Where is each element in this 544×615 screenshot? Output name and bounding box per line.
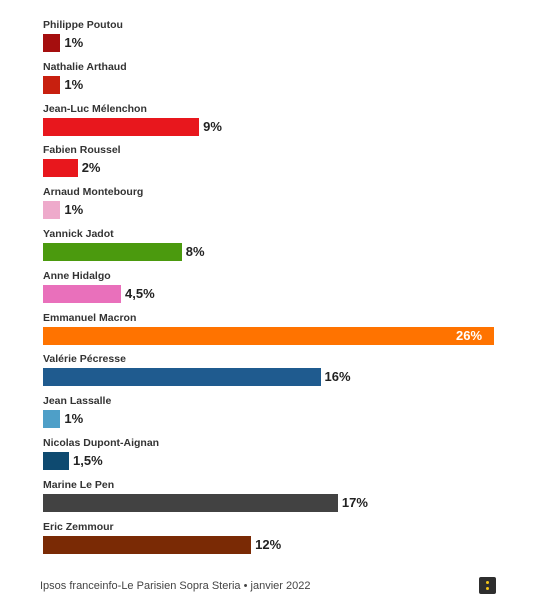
bar-row: Emmanuel Macron 26% — [43, 312, 513, 348]
bar — [43, 75, 61, 94]
category-label: Anne Hidalgo — [43, 269, 111, 282]
value-label: 8% — [185, 244, 205, 259]
bar — [43, 535, 252, 554]
bar-row: Fabien Roussel 2% — [43, 144, 513, 180]
bar — [43, 159, 78, 178]
bar-row: Philippe Poutou 1% — [43, 19, 513, 55]
vertical-dots-icon — [486, 581, 489, 584]
category-label: Eric Zemmour — [43, 520, 114, 533]
category-label: Jean-Luc Mélenchon — [43, 102, 147, 115]
category-label: Marine Le Pen — [43, 478, 115, 491]
category-label: Nathalie Arthaud — [43, 60, 127, 73]
bar-row: Jean Lassalle 1% — [43, 395, 513, 431]
value-label: 17% — [341, 494, 368, 510]
bar — [43, 493, 338, 512]
source-footer: Ipsos franceinfo-Le Parisien Sopra Steri… — [40, 580, 311, 592]
value-label: 1% — [64, 76, 84, 92]
category-label: Arnaud Montebourg — [43, 186, 144, 199]
bar-row: Anne Hidalgo 4,5% — [43, 270, 513, 306]
chart-menu-button[interactable] — [479, 577, 496, 594]
value-label: 1% — [64, 202, 84, 218]
category-label: Fabien Roussel — [43, 144, 121, 157]
bar — [43, 243, 182, 261]
bar — [43, 410, 61, 429]
category-label: Jean Lassalle — [43, 395, 112, 408]
category-label: Valérie Pécresse — [43, 353, 126, 366]
bar — [43, 452, 70, 470]
bar-row: Yannick Jadot 8% — [43, 228, 513, 264]
category-label: Philippe Poutou — [43, 19, 123, 31]
value-label: 12% — [255, 536, 282, 552]
value-label: 4,5% — [125, 285, 155, 301]
bar — [43, 326, 494, 345]
bar — [43, 201, 61, 220]
bar — [43, 34, 61, 52]
value-label: 2% — [81, 160, 101, 176]
bar-row: Marine Le Pen 17% — [43, 479, 513, 515]
value-label: 16% — [324, 369, 351, 385]
value-label: 1% — [64, 35, 84, 50]
bar — [43, 284, 122, 303]
bar-row: Jean-Luc Mélenchon 9% — [43, 103, 513, 139]
value-label: 9% — [203, 118, 222, 134]
category-label: Nicolas Dupont-Aignan — [43, 437, 160, 449]
bar-row: Nicolas Dupont-Aignan 1,5% — [43, 437, 513, 473]
value-label: 1,5% — [73, 453, 103, 468]
bar — [43, 117, 200, 136]
bar-row: Arnaud Montebourg 1% — [43, 186, 513, 222]
bar-row: Nathalie Arthaud 1% — [43, 61, 513, 97]
category-label: Emmanuel Macron — [43, 311, 137, 324]
bar — [43, 368, 321, 387]
category-label: Yannick Jadot — [43, 228, 114, 240]
value-label: 1% — [64, 411, 84, 427]
bar-row: Valérie Pécresse 16% — [43, 353, 513, 389]
bar-chart: Philippe Poutou 1% Nathalie Arthaud 1% Jean-… — [43, 19, 513, 557]
value-label: 26% — [456, 327, 483, 343]
bar-row: Eric Zemmour 12% — [43, 521, 513, 557]
